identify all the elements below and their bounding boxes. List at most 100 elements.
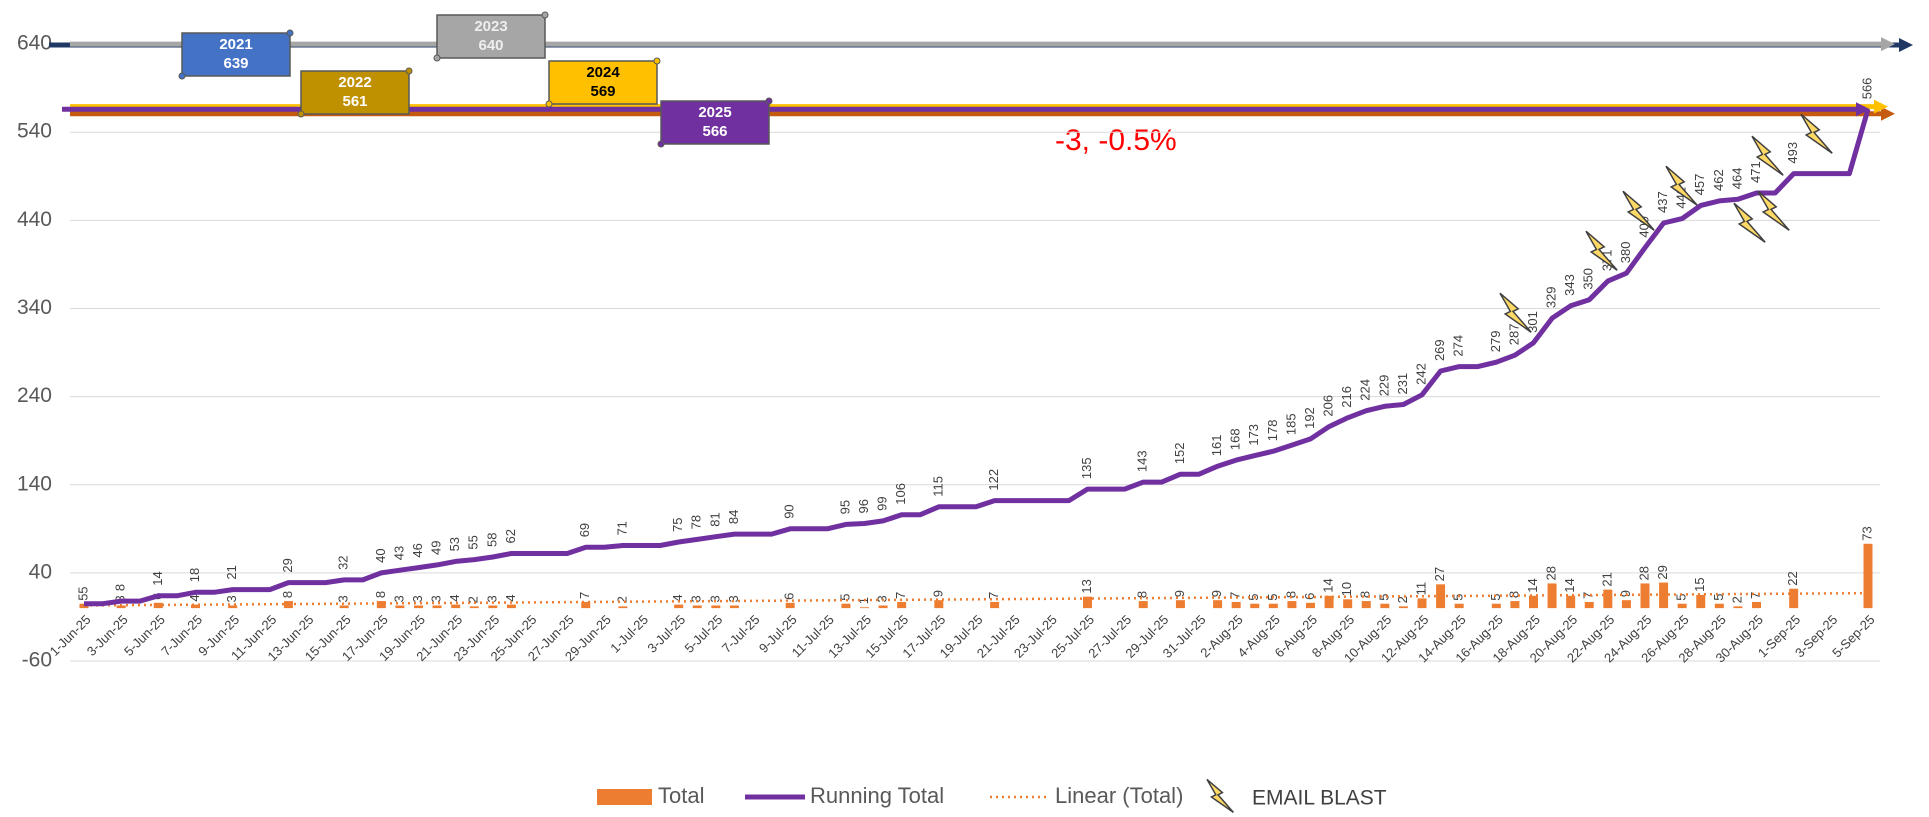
bar <box>1789 589 1798 608</box>
email-blast-icon <box>1207 779 1233 812</box>
bar <box>1139 601 1148 608</box>
line-value-label: 152 <box>1172 442 1187 464</box>
line-value-label: 78 <box>689 515 704 529</box>
line-value-label: 161 <box>1209 435 1224 457</box>
x-tick-label: 1-Jul-25 <box>607 612 651 656</box>
x-tick-label: 5-Jul-25 <box>682 612 726 656</box>
email-blast-icon <box>1734 203 1765 242</box>
line-value-label: 84 <box>726 510 741 524</box>
bar-value-label: 6 <box>782 593 797 600</box>
legend-swatch <box>597 789 652 805</box>
bar <box>1380 604 1389 608</box>
line-value-label: 350 <box>1581 268 1596 290</box>
bar-value-label: 9 <box>930 590 945 597</box>
bar <box>1362 601 1371 608</box>
line-value-label: 168 <box>1228 428 1243 450</box>
line-value-label: 287 <box>1506 323 1521 345</box>
chart: -3, -0.5% -60401402403404405406401-Jun-2… <box>0 0 1929 817</box>
line-value-label: 269 <box>1432 339 1447 361</box>
bar-value-label: 14 <box>1562 578 1577 592</box>
bar <box>1529 596 1538 608</box>
line-value-label: 135 <box>1079 457 1094 479</box>
line-value-label: 122 <box>986 469 1001 491</box>
line-value-label: 55 <box>466 535 481 549</box>
line-value-label: 229 <box>1376 375 1391 397</box>
scroll-curl <box>766 98 772 104</box>
bar <box>1306 603 1315 608</box>
line-value-label: 343 <box>1562 274 1577 296</box>
line-value-label: 90 <box>782 504 797 518</box>
bar-value-label: 11 <box>1413 582 1428 596</box>
bar-value-label: 8 <box>373 591 388 598</box>
bar-value-label: 7 <box>1581 592 1596 599</box>
legend-label: Linear (Total) <box>1055 783 1183 808</box>
bar-value-label: 4 <box>503 594 518 601</box>
bar <box>414 605 423 608</box>
bar <box>1510 601 1519 608</box>
line-value-label: 43 <box>391 546 406 560</box>
year-label: 2023 <box>474 18 507 35</box>
bar-value-label: 4 <box>447 594 462 601</box>
bar <box>1585 602 1594 608</box>
line-value-label: 81 <box>707 512 722 526</box>
legend-label: Total <box>658 783 704 808</box>
year-value: 569 <box>590 83 615 100</box>
bar <box>711 605 720 608</box>
line-value-label: 380 <box>1618 242 1633 264</box>
bar-value-label: 21 <box>1599 572 1614 586</box>
line-value-label: 71 <box>614 521 629 535</box>
y-tick-label: 440 <box>17 208 52 231</box>
bar <box>1733 606 1742 608</box>
line-value-label: 32 <box>336 555 351 569</box>
line-value-label: 231 <box>1395 373 1410 395</box>
line-value-label: 29 <box>280 558 295 572</box>
line-value-label: 115 <box>930 476 945 497</box>
reference-arrow <box>1899 38 1913 52</box>
bar <box>1343 599 1352 608</box>
bar <box>1752 602 1761 608</box>
bar-value-label: 9 <box>1209 590 1224 597</box>
bar <box>1678 604 1687 608</box>
bar-value-label: 7 <box>986 592 1001 599</box>
y-tick-label: -60 <box>22 649 52 672</box>
bar <box>488 605 497 608</box>
bar <box>1492 604 1501 608</box>
bar <box>1603 590 1612 609</box>
email-blast-icon <box>1801 114 1832 153</box>
bar-value-label: 73 <box>1859 526 1874 540</box>
scroll-curl <box>434 55 440 61</box>
annotation: -3, -0.5% <box>1055 124 1177 157</box>
bar <box>841 604 850 608</box>
line-value-label: 106 <box>893 483 908 505</box>
line-value-label: 21 <box>224 565 239 579</box>
scroll-curl <box>658 141 664 147</box>
line-value-label: 566 <box>1859 78 1874 100</box>
line-value-label: 143 <box>1135 450 1150 472</box>
line-value-label: 185 <box>1283 413 1298 435</box>
bar <box>228 605 237 608</box>
bar <box>433 605 442 608</box>
line-value-label: 18 <box>187 568 202 582</box>
bar-value-label: 7 <box>1748 592 1763 599</box>
line-value-label: 46 <box>410 543 425 557</box>
line-value-label: 75 <box>670 518 685 532</box>
line-value-label: 96 <box>856 499 871 513</box>
line-value-label: 471 <box>1748 161 1763 183</box>
x-tick-label: 3-Jul-25 <box>644 612 688 656</box>
bar <box>674 605 683 609</box>
bar-value-label: 9 <box>1618 590 1633 597</box>
bar-value-label: 2 <box>1729 596 1744 603</box>
bar <box>340 605 349 608</box>
y-tick-label: 640 <box>17 32 52 55</box>
bar-value-label: 7 <box>893 592 908 599</box>
y-tick-label: 240 <box>17 384 52 407</box>
bar <box>730 605 739 608</box>
line-value-label: 216 <box>1339 386 1354 408</box>
bar <box>693 605 702 608</box>
bar-value-label: 10 <box>1339 582 1354 596</box>
line-value-label: 462 <box>1711 169 1726 191</box>
scroll-curl <box>298 111 304 117</box>
line-value-label: 274 <box>1451 335 1466 357</box>
bar <box>1566 596 1575 608</box>
bar-value-label: 9 <box>1172 590 1187 597</box>
